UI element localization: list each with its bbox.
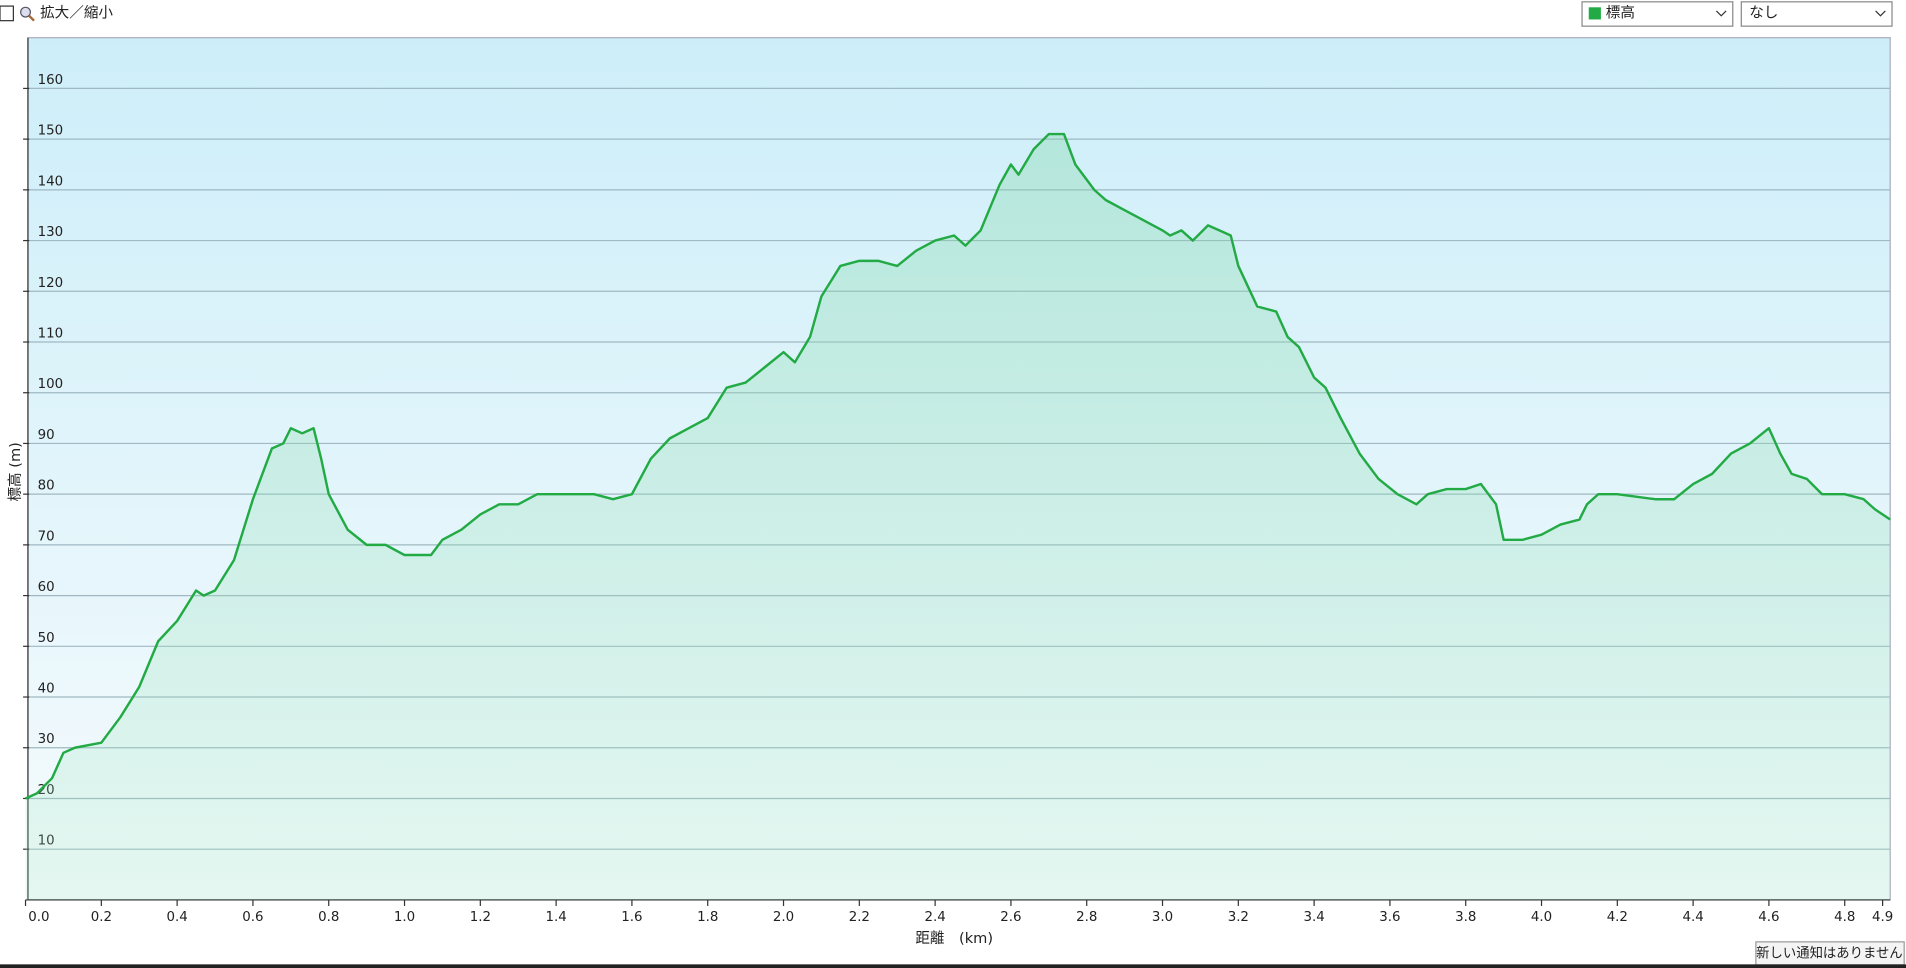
x-axis-title: 距離 (km): [915, 929, 993, 947]
x-tick-label: 4.2: [1607, 910, 1628, 925]
y-tick-label: 60: [38, 580, 55, 595]
taskbar-edge: [0, 964, 1906, 968]
y-tick-label: 120: [38, 276, 63, 291]
x-tick-label: 4.4: [1682, 910, 1703, 925]
y-tick-label: 140: [38, 174, 63, 189]
x-tick-label: 4.8: [1834, 910, 1855, 925]
plot: 1020304050607080901001101201301401501600…: [23, 37, 1893, 925]
x-tick-label: 0.6: [242, 910, 263, 925]
series-swatch: [1588, 7, 1601, 20]
x-tick-label: 4.9: [1872, 910, 1893, 925]
magnifier-icon: [20, 6, 31, 18]
x-tick-label: 1.8: [697, 910, 718, 925]
area-fill: [25, 134, 1891, 900]
x-tick-label: 3.2: [1228, 910, 1249, 925]
x-tick-label: 4.0: [1531, 910, 1552, 925]
overlay-select-label: なし: [1749, 4, 1778, 21]
x-tick-label: 4.6: [1758, 910, 1779, 925]
dropdown-arrow: [1715, 10, 1727, 17]
x-tick-label: 2.0: [773, 910, 794, 925]
y-tick-label: 150: [38, 124, 63, 139]
x-tick-label: 0.8: [318, 910, 339, 925]
x-tick-label: 2.2: [849, 910, 870, 925]
x-tick-label: 0.2: [91, 910, 112, 925]
y-tick-label: 50: [38, 631, 55, 646]
x-tick-label: 3.4: [1303, 910, 1324, 925]
y-tick-label: 40: [38, 682, 55, 697]
y-tick-label: 100: [38, 377, 63, 392]
series-select[interactable]: [1581, 1, 1734, 27]
toolbar: 拡大／縮小 標高 なし: [0, 1, 1893, 27]
dropdown-arrow: [1875, 10, 1886, 17]
x-tick-label: 2.4: [924, 910, 945, 925]
x-tick-label: 1.0: [394, 910, 415, 925]
y-tick-label: 110: [38, 326, 63, 341]
x-tick-label: 0.4: [167, 910, 188, 925]
x-tick-label: 2.6: [1000, 910, 1021, 925]
y-tick-label: 130: [38, 225, 63, 240]
y-tick-label: 30: [38, 732, 55, 747]
series-select-label: 標高: [1606, 4, 1635, 21]
y-tick-label: 90: [38, 428, 55, 443]
elevation-line: [25, 132, 1891, 800]
zoom-checkbox[interactable]: [0, 5, 14, 22]
y-axis-title: 標高 (m): [7, 442, 24, 501]
y-tick-label: 160: [38, 73, 63, 88]
x-tick-label: 2.8: [1076, 910, 1097, 925]
overlay-select[interactable]: [1740, 1, 1893, 27]
x-tick-label: 3.6: [1379, 910, 1400, 925]
y-tick-label: 70: [38, 529, 55, 544]
notification-text: 新しい通知はありません: [1756, 944, 1903, 961]
x-tick-label: 1.6: [621, 910, 642, 925]
magnifier-handle: [28, 14, 35, 22]
x-tick-label: 1.4: [546, 910, 567, 925]
x-tick-label: 0.0: [28, 910, 49, 925]
x-tick-label: 3.8: [1455, 910, 1476, 925]
zoom-label: 拡大／縮小: [40, 4, 113, 21]
y-tick-label: 80: [38, 479, 55, 494]
x-tick-label: 3.0: [1152, 910, 1173, 925]
x-tick-label: 1.2: [470, 910, 491, 925]
